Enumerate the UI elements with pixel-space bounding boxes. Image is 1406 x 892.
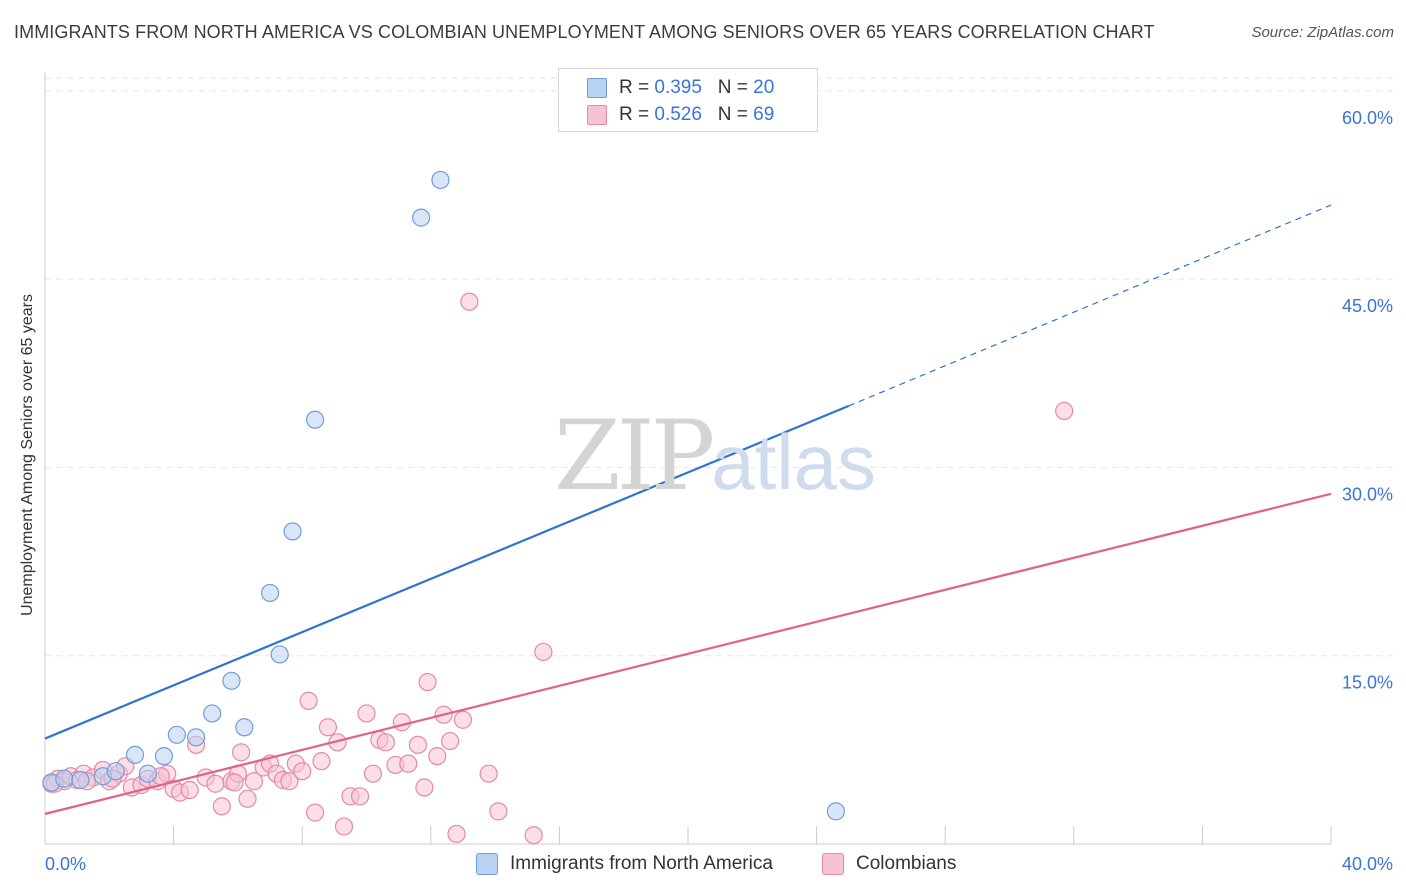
point-immigrants [222, 671, 241, 690]
point-colombians [460, 292, 479, 311]
point-colombians [206, 774, 225, 793]
point-colombians [363, 764, 383, 783]
legend-swatch-blue [476, 853, 498, 875]
correlation-legend: R = 0.395 N = 20 R = 0.526 N = 69 [558, 68, 818, 132]
point-colombians [408, 735, 428, 754]
point-immigrants [125, 745, 145, 764]
point-immigrants [431, 170, 450, 190]
point-colombians [225, 773, 244, 792]
legend-stats: R = 0.526 N = 69 [619, 104, 774, 126]
point-colombians [244, 772, 264, 791]
point-immigrants [187, 728, 206, 747]
point-colombians [376, 733, 395, 752]
n-value: 20 [753, 77, 775, 98]
point-immigrants [203, 704, 222, 723]
point-immigrants [154, 747, 174, 766]
r-value: 0.526 [654, 104, 702, 125]
n-label: N = [717, 104, 754, 125]
tick-labels: 15.0% 30.0% 45.0% 60.0% 0.0% 40.0% [45, 108, 1393, 874]
y-tick-label: 15.0% [1342, 673, 1393, 693]
n-label: N = [717, 77, 754, 98]
point-colombians [534, 642, 553, 662]
legend-stats: R = 0.395 N = 20 [619, 77, 774, 99]
point-colombians [1055, 401, 1074, 421]
point-immigrants [826, 802, 845, 821]
chart-title: IMMIGRANTS FROM NORTH AMERICA VS COLOMBI… [14, 22, 1155, 42]
point-colombians [280, 772, 299, 791]
legend-swatch-blue [587, 78, 607, 98]
point-immigrants [235, 718, 254, 737]
point-colombians [399, 754, 418, 773]
n-value: 69 [753, 104, 775, 125]
trend-line-immigrants [44, 404, 850, 740]
point-immigrants [71, 770, 90, 790]
point-colombians [334, 817, 354, 836]
axes [44, 72, 1332, 845]
data-points [42, 170, 1074, 845]
point-colombians [318, 718, 338, 737]
point-colombians [447, 824, 466, 844]
point-immigrants [167, 725, 186, 744]
point-colombians [428, 747, 447, 766]
point-immigrants [283, 522, 302, 541]
point-colombians [305, 803, 325, 822]
r-label: R = [619, 104, 655, 125]
point-colombians [293, 762, 312, 781]
point-immigrants [412, 208, 431, 227]
point-colombians [312, 752, 331, 771]
point-colombians [524, 826, 543, 845]
y-tick-label: 45.0% [1342, 296, 1393, 316]
r-label: R = [619, 77, 655, 98]
point-colombians [479, 764, 498, 783]
point-colombians [238, 789, 257, 808]
point-colombians [415, 778, 434, 797]
point-immigrants [260, 583, 280, 603]
point-immigrants [270, 645, 289, 664]
point-immigrants [138, 764, 157, 783]
gridlines [45, 77, 1393, 657]
point-colombians [350, 787, 370, 806]
point-colombians [357, 704, 376, 723]
point-colombians [418, 672, 437, 692]
point-colombians [392, 713, 411, 732]
legend-swatch-pink [587, 105, 607, 125]
y-axis-label: Unemployment Among Seniors over 65 years [19, 294, 36, 616]
point-colombians [212, 797, 231, 816]
point-colombians [232, 743, 251, 762]
trend-lines [44, 204, 1332, 815]
point-colombians [180, 780, 199, 800]
source-credit: Source: ZipAtlas.com [1251, 24, 1394, 41]
trend-line-immigrants-extension [848, 204, 1332, 407]
point-immigrants [55, 769, 74, 788]
r-value: 0.395 [654, 77, 702, 98]
trend-line-colombians [44, 492, 1332, 815]
legend-label: Colombians [856, 853, 957, 874]
point-immigrants [106, 762, 125, 781]
y-tick-label: 30.0% [1342, 484, 1393, 504]
point-colombians [453, 710, 473, 729]
x-tick-label: 40.0% [1342, 854, 1393, 874]
x-tick-label: 0.0% [45, 854, 86, 874]
legend-label: Immigrants from North America [510, 853, 773, 874]
point-immigrants [305, 410, 325, 429]
point-colombians [299, 691, 318, 710]
y-tick-label: 60.0% [1342, 108, 1393, 128]
legend-swatch-pink [822, 853, 844, 875]
point-colombians [440, 731, 460, 751]
point-colombians [489, 802, 508, 821]
